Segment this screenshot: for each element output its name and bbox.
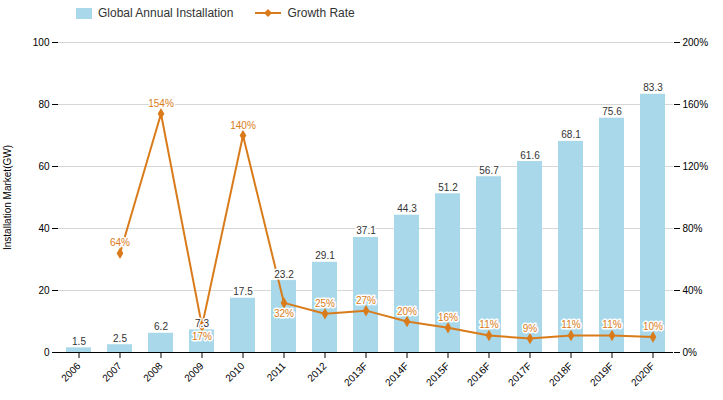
svg-text:11%: 11% (561, 319, 580, 330)
svg-text:140%: 140% (230, 120, 256, 131)
svg-text:7.3: 7.3 (195, 318, 209, 329)
svg-text:68.1: 68.1 (561, 129, 581, 140)
svg-text:32%: 32% (274, 308, 294, 319)
svg-text:1.5: 1.5 (72, 336, 86, 347)
svg-text:51.2: 51.2 (438, 182, 458, 193)
svg-text:2011: 2011 (265, 360, 288, 383)
svg-text:6.2: 6.2 (154, 321, 168, 332)
svg-text:0%: 0% (683, 347, 698, 358)
svg-text:2018F: 2018F (547, 360, 575, 388)
svg-text:20: 20 (38, 285, 50, 296)
svg-text:2019F: 2019F (588, 360, 616, 388)
svg-text:2009: 2009 (182, 360, 206, 384)
svg-text:10%: 10% (643, 321, 663, 332)
svg-text:40%: 40% (683, 285, 703, 296)
html-text:Global Annual Installation: Global Annual Installation (98, 6, 234, 20)
svg-text:0: 0 (44, 347, 50, 358)
svg-text:200%: 200% (683, 37, 709, 48)
svg-text:37.1: 37.1 (356, 225, 376, 236)
svg-text:25%: 25% (315, 298, 335, 309)
svg-text:2013F: 2013F (342, 360, 370, 388)
svg-text:2015F: 2015F (424, 360, 452, 388)
svg-text:80: 80 (38, 99, 50, 110)
svg-text:160%: 160% (683, 99, 709, 110)
svg-text:2006: 2006 (59, 360, 83, 384)
html-text:Growth Rate: Growth Rate (287, 6, 355, 20)
svg-text:11%: 11% (479, 319, 498, 330)
svg-text:2016F: 2016F (465, 360, 493, 388)
svg-text:20%: 20% (397, 306, 417, 317)
svg-text:64%: 64% (110, 237, 130, 248)
svg-text:60: 60 (38, 161, 50, 172)
svg-text:40: 40 (38, 223, 50, 234)
svg-text:29.1: 29.1 (315, 250, 335, 261)
svg-text:75.6: 75.6 (602, 106, 622, 117)
svg-text:154%: 154% (148, 98, 174, 109)
svg-text:120%: 120% (683, 161, 709, 172)
svg-text:2007: 2007 (100, 360, 124, 384)
svg-text:61.6: 61.6 (520, 150, 540, 161)
svg-text:2008: 2008 (141, 360, 165, 384)
svg-text:9%: 9% (523, 323, 538, 334)
svg-text:2014F: 2014F (383, 360, 411, 388)
svg-text:Installation Market(GW): Installation Market(GW) (2, 145, 13, 250)
svg-text:2010: 2010 (223, 360, 247, 384)
svg-text:11%: 11% (602, 319, 621, 330)
svg-text:17%: 17% (192, 331, 212, 342)
svg-text:44.3: 44.3 (397, 203, 417, 214)
svg-text:56.7: 56.7 (479, 165, 499, 176)
svg-text:16%: 16% (438, 312, 458, 323)
svg-text:2012: 2012 (305, 360, 329, 384)
svg-text:27%: 27% (356, 295, 376, 306)
svg-text:80%: 80% (683, 223, 703, 234)
svg-text:100: 100 (33, 37, 50, 48)
svg-text:2017F: 2017F (506, 360, 534, 388)
svg-text:2020F: 2020F (629, 360, 657, 388)
svg-text:17.5: 17.5 (233, 286, 253, 297)
svg-text:83.3: 83.3 (643, 82, 663, 93)
svg-text:2.5: 2.5 (113, 333, 127, 344)
svg-text:23.2: 23.2 (274, 269, 294, 280)
